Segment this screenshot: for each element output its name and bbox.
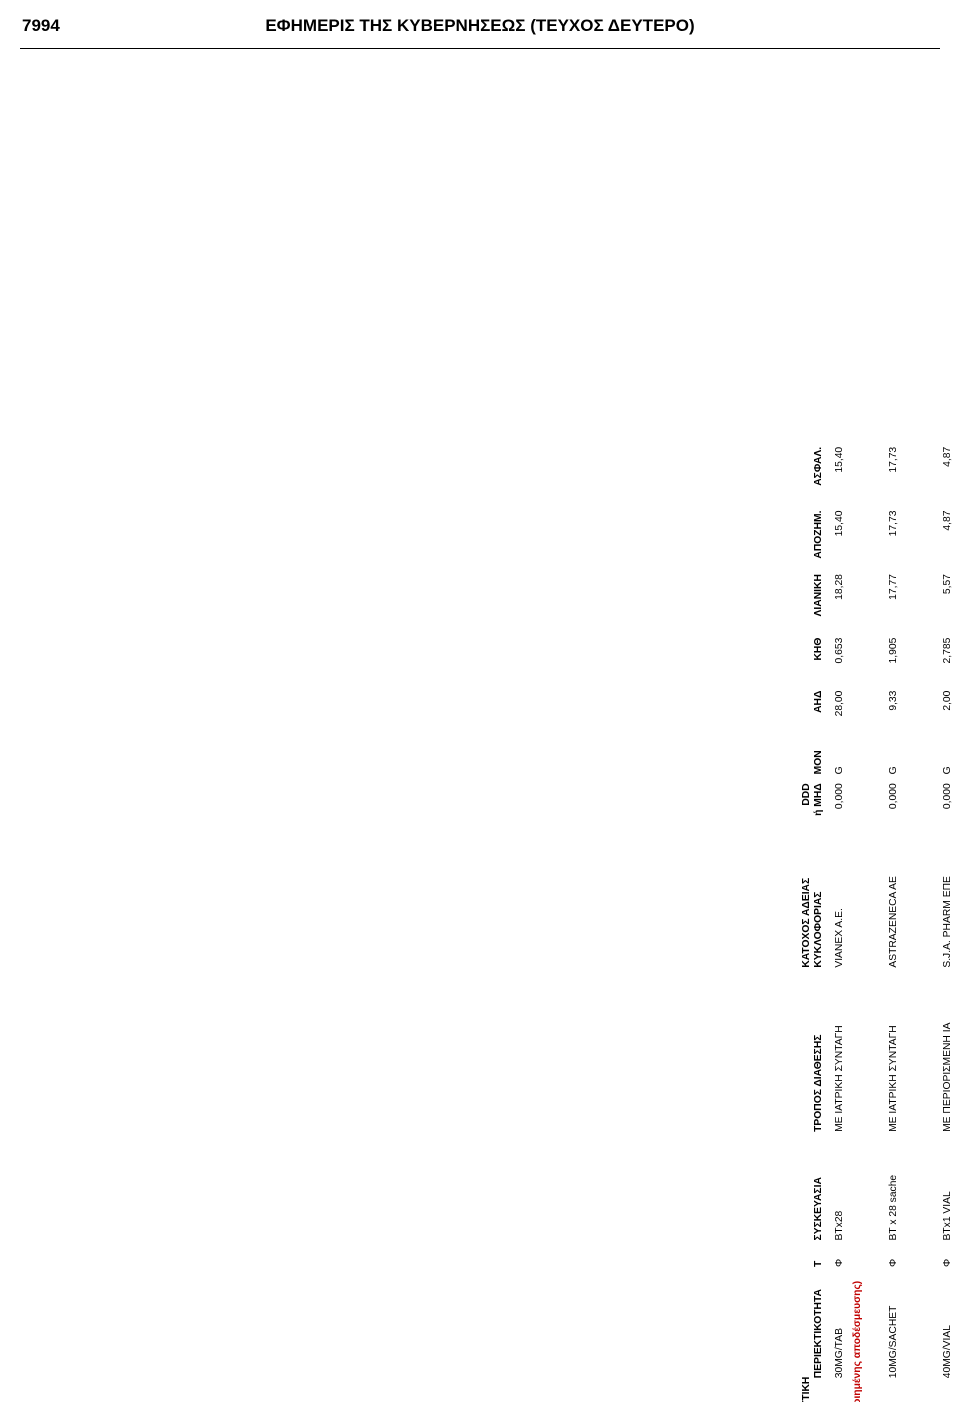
cell: 10MG/SACHET xyxy=(885,1270,903,1381)
cell: ASTRAZENECA AE xyxy=(885,828,903,971)
gazette-title: ΕΦΗΜΕΡΙΣ ΤΗΣ ΚΥΒΕΡΝΗΣΕΩΣ (ΤΕΥΧΟΣ ΔΕΥΤΕΡΟ… xyxy=(0,16,960,36)
note-text: Παρεντερική χορήγηση (ένεση ή έγχυση) xyxy=(903,441,921,1402)
col-header: Τ xyxy=(799,1243,831,1269)
drug-table: ATCΚΩΔΙΚΟΣΣΟΝΟΜΑΣΙΑΠΡΟΪΟΝΤΟΣΦΑΡΜΑΚΕΥΤΙΚΗ… xyxy=(799,441,960,1402)
cell: 18,28 xyxy=(831,568,849,632)
cell: 5,57 xyxy=(939,568,957,632)
cell: ΜΕ ΙΑΤΡΙΚΗ ΣΥΝΤΑΓΗ xyxy=(831,971,849,1135)
cell: GR.GR.SUS xyxy=(885,1381,903,1402)
cell: 15,40 xyxy=(831,441,849,505)
cell: 4,87 xyxy=(939,505,957,569)
cell: ΜΕ ΠΕΡΙΟΡΙΣΜΕΝΗ ΙΑ xyxy=(939,971,957,1135)
col-header: ΑΣΦΑΛ. xyxy=(799,441,831,505)
col-header: ΚΑΤΟΧΟΣ ΑΔΕΙΑΣΚΥΚΛΟΦΟΡΙΑΣ xyxy=(799,828,831,971)
col-header: ΑΠΟΖΗΜ. xyxy=(799,505,831,569)
col-header: ΛΙΑΝΙΚΗ xyxy=(799,568,831,632)
cell: G xyxy=(939,738,957,778)
cell: Φ xyxy=(939,1243,957,1269)
table-row: A02BC03205650403LAPRAZOL FAOR.DISP.TA30M… xyxy=(831,441,849,1402)
col-header: ΤΡΟΠΟΣ ΔΙΑΘΕΣΗΣ xyxy=(799,971,831,1135)
cell: 17,73 xyxy=(885,505,903,569)
section-heading: A02BC05 ESOMEPRAZOLE MAGNESIUM TRIHYDRAT… xyxy=(866,441,885,1402)
cell: 17,77 xyxy=(885,568,903,632)
cell: 1,905 xyxy=(885,632,903,685)
cell: 9,33 xyxy=(885,685,903,738)
cell: 30MG/TAB xyxy=(831,1270,849,1381)
page: 7994 ΕΦΗΜΕΡΙΣ ΤΗΣ ΚΥΒΕΡΝΗΣΕΩΣ (ΤΕΥΧΟΣ ΔΕ… xyxy=(0,0,960,1402)
col-header: DDDή ΜΗΔ xyxy=(799,777,831,827)
cell: 17,73 xyxy=(885,441,903,505)
cell: PD.SOL.INF xyxy=(939,1381,957,1402)
cell: BTx1 VIAL xyxy=(939,1135,957,1244)
table-container: ATCΚΩΔΙΚΟΣΣΟΝΟΜΑΣΙΑΠΡΟΪΟΝΤΟΣΦΑΡΜΑΚΕΥΤΙΚΗ… xyxy=(799,441,960,1402)
col-header: ΦΑΡΜΑΚΕΥΤΙΚΗΜΟΡΦΗ xyxy=(799,1381,831,1402)
col-header: ΑΗΔ xyxy=(799,685,831,738)
cell: BT x 28 sache xyxy=(885,1135,903,1244)
cell: 0,000 xyxy=(831,777,849,827)
section-heading: A02BC01 OMEPRAZOLE xyxy=(920,441,939,1402)
table-body: A02BC03205650403LAPRAZOL FAOR.DISP.TA30M… xyxy=(831,441,960,1402)
table-row: Παρεντερική χορήγηση (ένεση ή έγχυση) xyxy=(903,441,921,1402)
table-row: Από του στόματος χορήγηση (υγρές ή ημιστ… xyxy=(848,441,866,1402)
table-row: A02BC01 OMEPRAZOLE xyxy=(920,441,939,1402)
cell: 0,653 xyxy=(831,632,849,685)
table-row: A02BC05 ESOMEPRAZOLE MAGNESIUM TRIHYDRAT… xyxy=(866,441,885,1402)
col-header: ΣΥΣΚΕΥΑΣΙΑ xyxy=(799,1135,831,1244)
cell: G xyxy=(831,738,849,778)
col-header: ΠΕΡΙΕΚΤΙΚΟΤΗΤΑ xyxy=(799,1270,831,1381)
cell: BTx28 xyxy=(831,1135,849,1244)
cell: OR.DISP.TA xyxy=(831,1381,849,1402)
cell: 2,00 xyxy=(939,685,957,738)
table-row: A02BC01261130201ASSOPROLPD.SOL.INF40MG/V… xyxy=(939,441,957,1402)
cell: G xyxy=(885,738,903,778)
cell: 40MG/VIAL xyxy=(939,1270,957,1381)
note-text: Από του στόματος χορήγηση (υγρές ή ημιστ… xyxy=(848,441,866,1402)
col-header: ΜΟΝ xyxy=(799,738,831,778)
cell: 28,00 xyxy=(831,685,849,738)
cell: 15,40 xyxy=(831,505,849,569)
cell: 4,87 xyxy=(939,441,957,505)
cell: 0,000 xyxy=(885,777,903,827)
cell: 2,785 xyxy=(939,632,957,685)
cell: Φ xyxy=(831,1243,849,1269)
header-rule xyxy=(20,48,940,49)
cell: Φ xyxy=(885,1243,903,1269)
col-header: ΚΗΘ xyxy=(799,632,831,685)
cell: VIANEX A.E. xyxy=(831,828,849,971)
cell: ΜΕ ΙΑΤΡΙΚΗ ΣΥΝΤΑΓΗ xyxy=(885,971,903,1135)
table-row: A02BC05248780401NEXIUMGR.GR.SUS10MG/SACH… xyxy=(885,441,903,1402)
table-head: ATCΚΩΔΙΚΟΣΣΟΝΟΜΑΣΙΑΠΡΟΪΟΝΤΟΣΦΑΡΜΑΚΕΥΤΙΚΗ… xyxy=(799,441,831,1402)
cell: S.J.A. PHARM ΕΠΕ xyxy=(939,828,957,971)
cell: 0,000 xyxy=(939,777,957,827)
